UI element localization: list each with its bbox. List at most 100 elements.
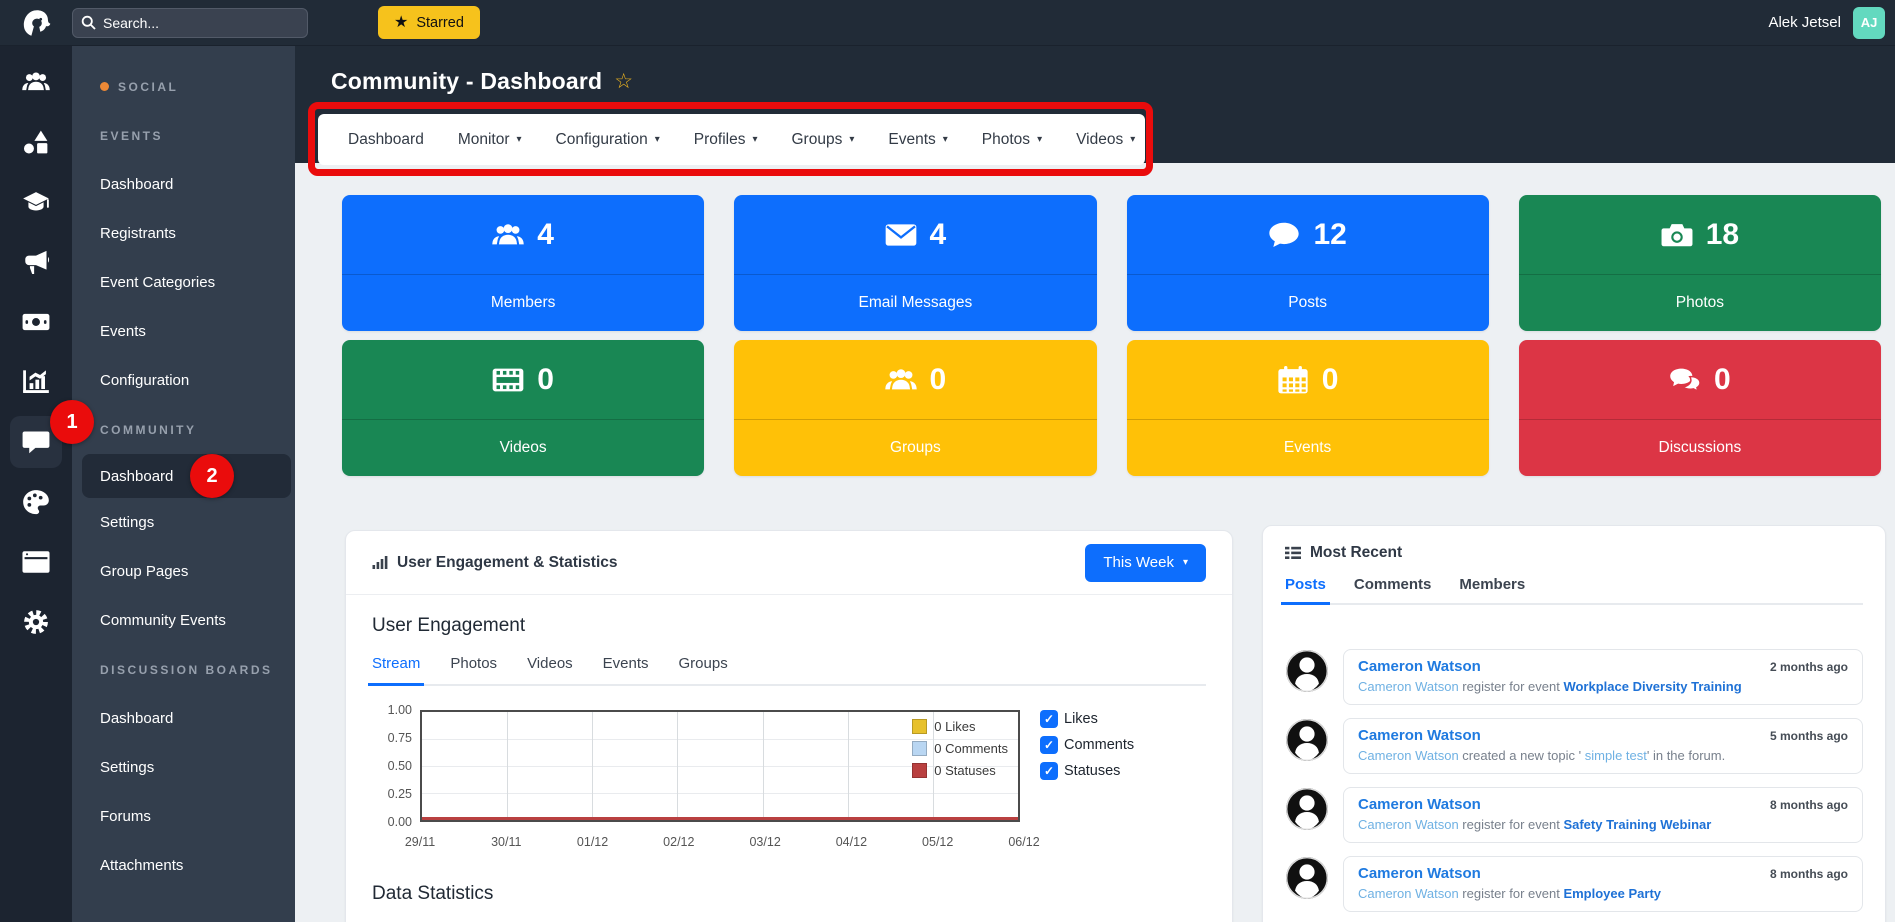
rail-item-design[interactable] [0, 472, 72, 532]
user-avatar[interactable]: AJ [1853, 7, 1885, 39]
recent-item-name[interactable]: Cameron Watson [1358, 727, 1481, 744]
sidebar-item-boards-settings[interactable]: Settings [72, 743, 295, 792]
checkbox-checked-icon[interactable]: ✓ [1040, 736, 1058, 754]
stat-card-posts[interactable]: 12 Posts [1127, 195, 1489, 331]
stat-card-discussions[interactable]: 0 Discussions [1519, 340, 1881, 476]
tab-configuration[interactable]: Configuration▾ [556, 131, 660, 149]
rail-item-community[interactable]: 1 [0, 412, 72, 472]
search-input[interactable] [72, 8, 308, 38]
toggle-comments[interactable]: ✓Comments [1040, 736, 1134, 754]
gear-icon [22, 609, 50, 635]
sidebar-item-forums[interactable]: Forums [72, 792, 295, 841]
legend-chip-likes [912, 719, 927, 734]
actor-link[interactable]: Cameron Watson [1358, 886, 1459, 901]
avatar[interactable] [1285, 856, 1329, 900]
sidebar-item-registrants[interactable]: Registrants [72, 209, 295, 258]
main-content: Community - Dashboard ☆ Dashboard Monito… [295, 46, 1895, 922]
period-dropdown-button[interactable]: This Week▾ [1085, 544, 1206, 582]
data-statistics-title: Data Statistics [372, 883, 1206, 905]
sidebar-item-boards-dashboard[interactable]: Dashboard [72, 694, 295, 743]
sidebar-item-events[interactable]: Events [72, 307, 295, 356]
list-item: Cameron Watson5 months ago Cameron Watso… [1285, 718, 1863, 774]
camera-icon [1661, 221, 1693, 249]
caret-down-icon: ▾ [1183, 557, 1188, 568]
stat-card-email-messages[interactable]: 4 Email Messages [734, 195, 1096, 331]
recent-item-name[interactable]: Cameron Watson [1358, 865, 1481, 882]
target-link[interactable]: Workplace Diversity Training [1563, 679, 1741, 694]
stat-label: Members [342, 275, 704, 331]
recent-tab-members[interactable]: Members [1459, 576, 1525, 603]
recent-item-name[interactable]: Cameron Watson [1358, 658, 1481, 675]
favorite-star-icon[interactable]: ☆ [614, 69, 633, 94]
rail-item-education[interactable] [0, 172, 72, 232]
caret-down-icon: ▾ [849, 134, 854, 145]
sidebar-item-community-events[interactable]: Community Events [72, 596, 295, 645]
actor-link[interactable]: Cameron Watson [1358, 748, 1459, 763]
tab-groups[interactable]: Groups▾ [792, 131, 855, 149]
rail-item-marketing[interactable] [0, 232, 72, 292]
most-recent-title: Most Recent [1310, 544, 1402, 562]
engagement-tab-photos[interactable]: Photos [450, 655, 497, 684]
most-recent-panel: Most Recent Posts Comments Members Camer… [1262, 525, 1886, 922]
recent-item-name[interactable]: Cameron Watson [1358, 796, 1481, 813]
actor-link[interactable]: Cameron Watson [1358, 679, 1459, 694]
actor-link[interactable]: Cameron Watson [1358, 817, 1459, 832]
avatar[interactable] [1285, 787, 1329, 831]
caret-down-icon: ▾ [1037, 134, 1042, 145]
rail-item-payments[interactable] [0, 292, 72, 352]
elephant-logo-icon[interactable] [20, 8, 54, 38]
orange-dot-icon [100, 82, 109, 91]
sidebar-item-community-settings[interactable]: Settings [72, 498, 295, 547]
engagement-tab-videos[interactable]: Videos [527, 655, 573, 684]
sidebar-item-events-configuration[interactable]: Configuration [72, 356, 295, 405]
tab-videos[interactable]: Videos▾ [1076, 131, 1135, 149]
most-recent-tabs: Posts Comments Members [1285, 576, 1863, 605]
rail-item-users[interactable] [0, 52, 72, 112]
engagement-tab-groups[interactable]: Groups [679, 655, 728, 684]
toggle-likes[interactable]: ✓Likes [1040, 710, 1134, 728]
sidebar-item-events-dashboard[interactable]: Dashboard [72, 160, 295, 209]
stat-card-members[interactable]: 4 Members [342, 195, 704, 331]
sidebar-item-community-dashboard[interactable]: Dashboard 2 [82, 454, 291, 498]
checkbox-checked-icon[interactable]: ✓ [1040, 762, 1058, 780]
toggle-statuses[interactable]: ✓Statuses [1040, 762, 1134, 780]
tab-events[interactable]: Events▾ [888, 131, 947, 149]
engagement-panel: User Engagement & Statistics This Week▾ … [345, 530, 1233, 922]
stat-card-groups[interactable]: 0 Groups [734, 340, 1096, 476]
engagement-panel-title: User Engagement & Statistics [397, 554, 618, 572]
sidebar-header-social: SOCIAL [72, 62, 295, 111]
star-icon: ★ [394, 15, 408, 31]
rail-item-settings[interactable] [0, 592, 72, 652]
page-title: Community - Dashboard [331, 68, 602, 95]
recent-tab-posts[interactable]: Posts [1285, 576, 1326, 603]
starred-button[interactable]: ★ Starred [378, 6, 480, 39]
bar-chart-icon [22, 369, 50, 395]
bar-chart-small-icon [372, 555, 388, 570]
stat-card-videos[interactable]: 0 Videos [342, 340, 704, 476]
avatar[interactable] [1285, 649, 1329, 693]
tab-monitor[interactable]: Monitor▾ [458, 131, 522, 149]
avatar[interactable] [1285, 718, 1329, 762]
rail-item-pages[interactable] [0, 532, 72, 592]
stat-card-photos[interactable]: 18 Photos [1519, 195, 1881, 331]
engagement-tab-stream[interactable]: Stream [372, 655, 420, 684]
user-name[interactable]: Alek Jetsel [1768, 14, 1841, 31]
annotation-badge-2: 2 [190, 454, 234, 498]
sidebar-item-attachments[interactable]: Attachments [72, 841, 295, 890]
checkbox-checked-icon[interactable]: ✓ [1040, 710, 1058, 728]
sidebar-item-event-categories[interactable]: Event Categories [72, 258, 295, 307]
engagement-tab-events[interactable]: Events [603, 655, 649, 684]
target-link[interactable]: Employee Party [1563, 886, 1661, 901]
target-link[interactable]: Safety Training Webinar [1563, 817, 1711, 832]
stat-value: 4 [537, 218, 554, 252]
target-link[interactable]: simple test [1585, 748, 1647, 763]
module-tabbar: Dashboard Monitor▾ Configuration▾ Profil… [318, 114, 1145, 165]
rail-item-shapes[interactable] [0, 112, 72, 172]
tab-dashboard[interactable]: Dashboard [348, 131, 424, 149]
tab-photos[interactable]: Photos▾ [982, 131, 1042, 149]
stat-card-events[interactable]: 0 Events [1127, 340, 1489, 476]
sidebar-item-group-pages[interactable]: Group Pages [72, 547, 295, 596]
tab-profiles[interactable]: Profiles▾ [694, 131, 758, 149]
recent-tab-comments[interactable]: Comments [1354, 576, 1432, 603]
legend-chip-comments [912, 741, 927, 756]
